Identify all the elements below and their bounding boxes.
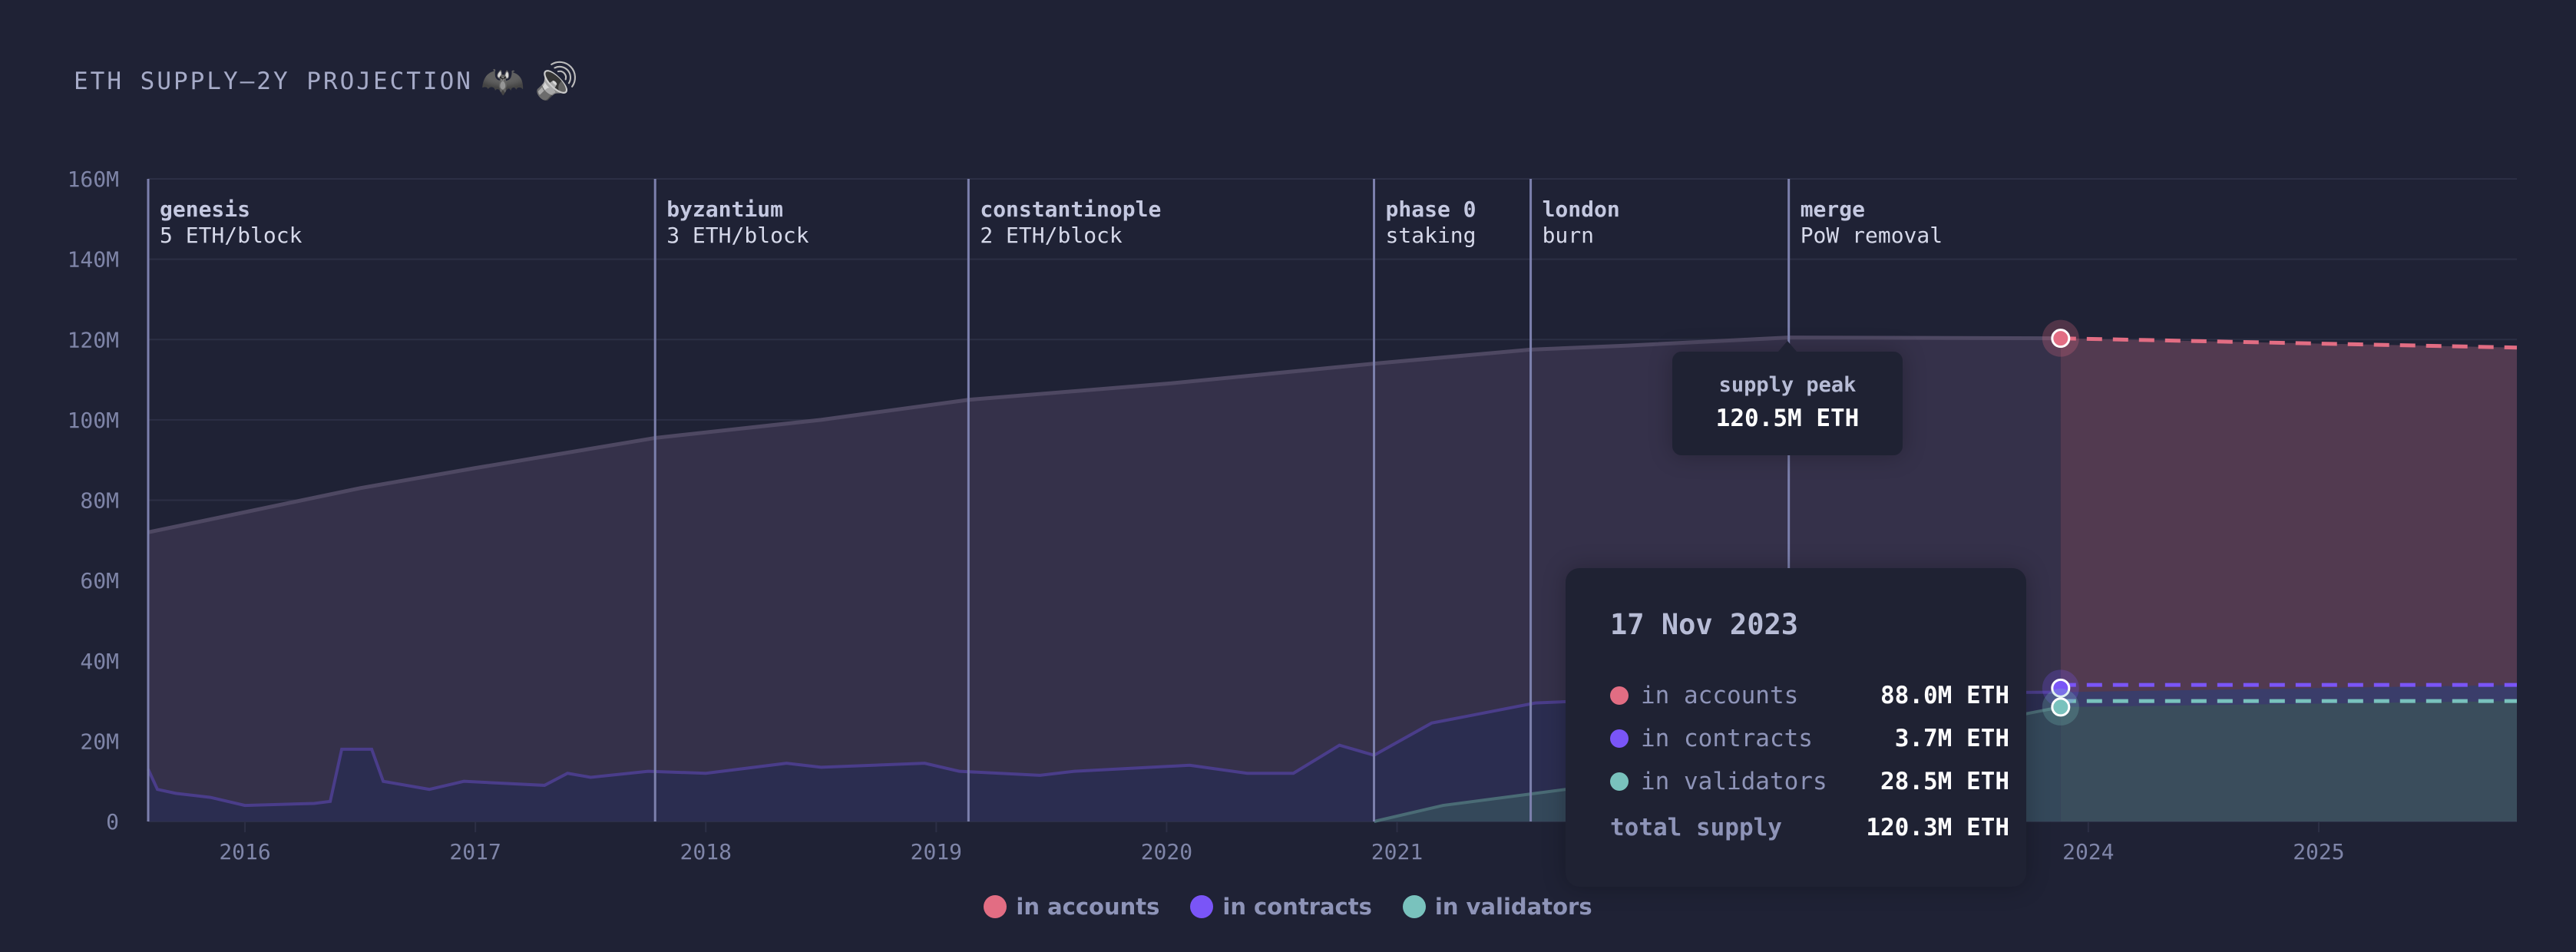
marker-contracts [2051, 678, 2071, 698]
supply-peak-annotation: supply peak 120.5M ETH [1672, 341, 1903, 455]
legend-label: in contracts [1222, 894, 1372, 920]
line-contracts [147, 690, 2061, 808]
annotation-label: supply peak [1718, 373, 1857, 397]
y-tick-label: 40M [80, 649, 119, 674]
x-tick-label: 2019 [911, 839, 962, 864]
accounts-dot-icon [1610, 686, 1629, 705]
chart-title: ETH SUPPLY—2Y PROJECTION 🦇 🔊 [74, 60, 581, 102]
projection-accounts-line [2060, 336, 2518, 350]
legend-item-accounts[interactable]: in accounts [984, 894, 1159, 920]
x-tick-label: 2024 [2062, 839, 2114, 864]
contracts-dot-icon [1610, 729, 1629, 748]
x-tick-label: 2018 [680, 839, 732, 864]
legend-item-validators[interactable]: in validators [1402, 894, 1592, 920]
milestone-name: genesis [160, 197, 250, 222]
x-tick-label: 2021 [1371, 839, 1423, 864]
validators-dot-icon [1610, 772, 1629, 791]
y-tick-label: 160M [68, 167, 119, 192]
tooltip-label: in accounts [1641, 682, 1799, 709]
milestone-name: phase 0 [1386, 197, 1476, 222]
legend-label: in validators [1434, 894, 1592, 920]
accounts-swatch-icon [984, 895, 1007, 918]
tooltip-label: in validators [1641, 768, 1827, 795]
milestone-name: constantinople [980, 197, 1161, 222]
contracts-swatch-icon [1190, 895, 1214, 918]
tooltip-label: in contracts [1641, 725, 1813, 752]
milestone-note: PoW removal [1801, 223, 1943, 248]
y-tick-label: 80M [80, 488, 119, 514]
legend-item-contracts[interactable]: in contracts [1190, 894, 1372, 920]
milestone-note: 2 ETH/block [980, 223, 1123, 248]
marker-accounts [2051, 329, 2071, 349]
legend-label: in accounts [1016, 894, 1160, 920]
x-tick-label: 2017 [449, 839, 501, 864]
speaker-icon[interactable]: 🔊 [534, 60, 581, 101]
projection-validators-area [2060, 701, 2517, 821]
tooltip-date: 17 Nov 2023 [1610, 608, 1799, 641]
milestone-name: london [1543, 197, 1620, 222]
hover-tooltip: 17 Nov 2023 in accounts 88.0M ETH in con… [1566, 568, 2026, 887]
y-tick-label: 60M [80, 568, 119, 593]
y-tick-label: 140M [68, 247, 119, 273]
tooltip-row-contracts: in contracts 3.7M ETH [1610, 723, 2009, 754]
x-tick-label: 2020 [1141, 839, 1192, 864]
milestone-name: merge [1801, 197, 1865, 222]
tooltip-value: 88.0M ETH [1880, 682, 2009, 709]
tooltip-row-total: total supply 120.3M ETH [1610, 812, 2009, 843]
x-tick-label: 2025 [2293, 839, 2344, 864]
milestone-note: 3 ETH/block [666, 223, 809, 248]
tooltip-row-accounts: in accounts 88.0M ETH [1610, 680, 2009, 711]
milestone-note: staking [1386, 223, 1476, 248]
annotation-value: 120.5M ETH [1715, 405, 1860, 432]
tooltip-value: 28.5M ETH [1880, 768, 2009, 795]
y-tick-label: 20M [80, 729, 119, 754]
milestone-name: byzantium [666, 197, 783, 222]
tooltip-row-validators: in validators 28.5M ETH [1610, 766, 2009, 797]
tooltip-value: 3.7M ETH [1894, 725, 2009, 752]
milestone-note: 5 ETH/block [160, 223, 303, 248]
x-tick-label: 2016 [219, 839, 270, 864]
validators-swatch-icon [1402, 895, 1426, 918]
title-text: ETH SUPPLY—2Y PROJECTION [74, 67, 473, 95]
y-tick-label: 0 [106, 809, 119, 835]
y-tick-label: 100M [68, 408, 119, 433]
bat-emoji-icon: 🦇 [480, 60, 527, 101]
chart-legend: in accounts in contracts in validators [0, 894, 2576, 920]
tooltip-total-value: 120.3M ETH [1866, 814, 2009, 841]
milestone-note: burn [1543, 223, 1594, 248]
y-tick-label: 120M [68, 327, 119, 352]
tooltip-total-label: total supply [1610, 814, 1782, 841]
marker-validators [2051, 697, 2071, 717]
